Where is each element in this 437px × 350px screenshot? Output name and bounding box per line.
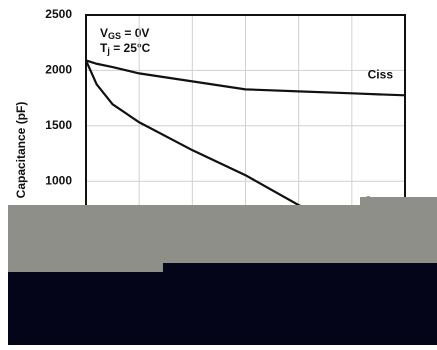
annotation: Tj = 25°C (100, 41, 151, 56)
y-axis-label: Capacitance (pF) (14, 102, 28, 199)
y-tick-label: 1500 (45, 118, 72, 132)
y-tick-label: 1000 (45, 173, 72, 187)
annotation-text: = 0V (121, 26, 149, 40)
annotation-text: V (100, 26, 108, 40)
annotation-text: = 25°C (110, 41, 151, 55)
annotation-text: j (106, 46, 110, 56)
series-label: Ciss (368, 68, 394, 82)
overlay (8, 205, 437, 272)
annotation-text: T (100, 41, 108, 55)
overlay (8, 272, 437, 345)
overlay (163, 263, 437, 273)
y-tick-label: 2500 (45, 7, 72, 21)
series-line (85, 59, 406, 97)
y-tick-label: 2000 (45, 63, 72, 77)
overlay (360, 197, 437, 207)
annotation: VGS = 0V (100, 26, 149, 41)
annotation-text: GS (108, 31, 121, 41)
